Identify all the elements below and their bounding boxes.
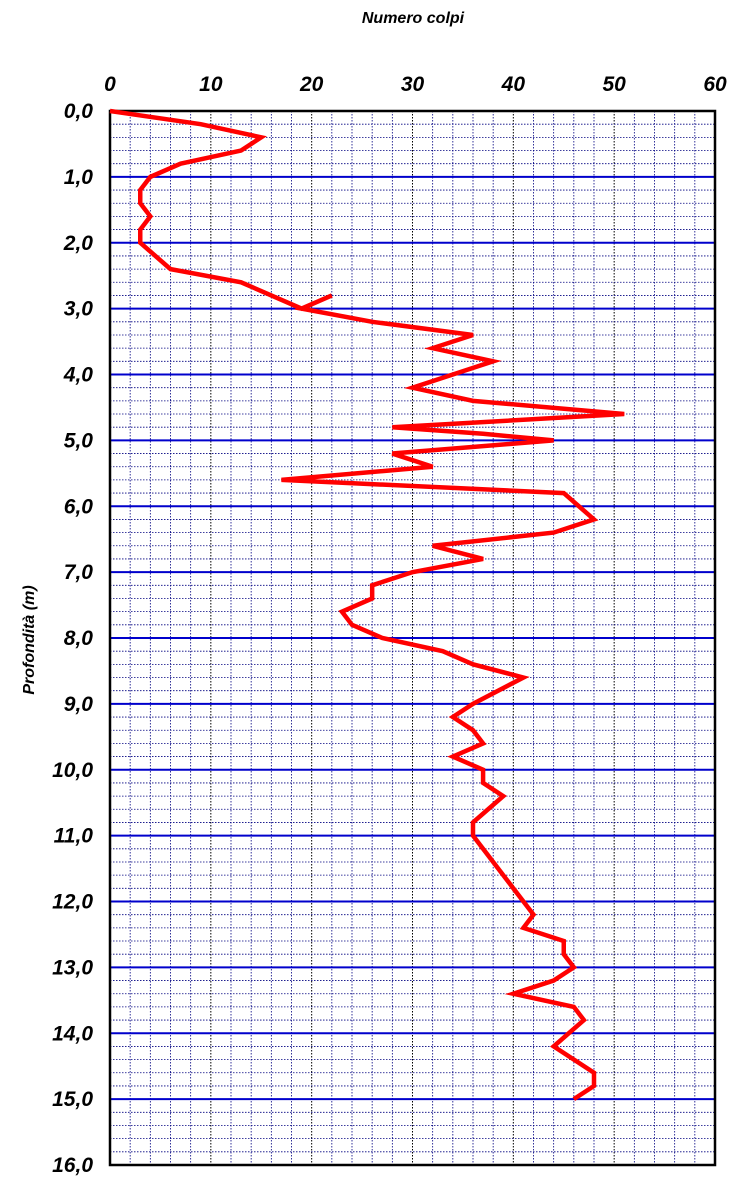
y-tick-labels: 0,0 1,0 2,0 3,0 4,0 5,0 6,0 7,0 8,0 9,0 10,0 11,0 12… [52, 100, 93, 1177]
x-tick-labels: 0 10 20 30 40 50 60 [104, 73, 727, 96]
y-tick-label: 15,0 [52, 1088, 93, 1111]
x-tick-label: 50 [602, 73, 626, 96]
y-tick-label: 9,0 [64, 693, 94, 716]
y-tick-label: 2,0 [63, 232, 94, 255]
plot-frame [108, 109, 717, 1167]
grid-layer [110, 111, 715, 1165]
y-tick-label: 1,0 [64, 166, 94, 189]
y-tick-label: 5,0 [64, 429, 94, 452]
y-tick-label: 6,0 [64, 495, 94, 518]
x-tick-label: 60 [703, 73, 727, 96]
x-axis-title: Numero colpi [362, 10, 465, 27]
y-tick-label: 11,0 [54, 825, 94, 848]
y-axis-title: Profondità (m) [21, 585, 38, 694]
y-tick-label: 4,0 [63, 364, 94, 387]
series-line [109, 108, 625, 1102]
y-tick-label: 12,0 [52, 891, 93, 914]
y-tick-label: 7,0 [64, 561, 94, 584]
x-tick-label: 10 [199, 73, 223, 96]
y-tick-label: 8,0 [64, 627, 94, 650]
y-tick-label: 14,0 [52, 1022, 93, 1045]
y-tick-label: 10,0 [52, 759, 93, 782]
x-tick-label: 20 [299, 73, 324, 96]
x-tick-label: 30 [401, 73, 425, 96]
series-layer [109, 108, 625, 1102]
y-tick-label: 16,0 [52, 1154, 93, 1177]
y-tick-label: 13,0 [52, 956, 93, 979]
x-tick-label: 40 [501, 73, 526, 96]
y-tick-label: 0,0 [64, 100, 94, 123]
y-tick-label: 3,0 [64, 298, 94, 321]
x-tick-label: 0 [104, 73, 116, 96]
